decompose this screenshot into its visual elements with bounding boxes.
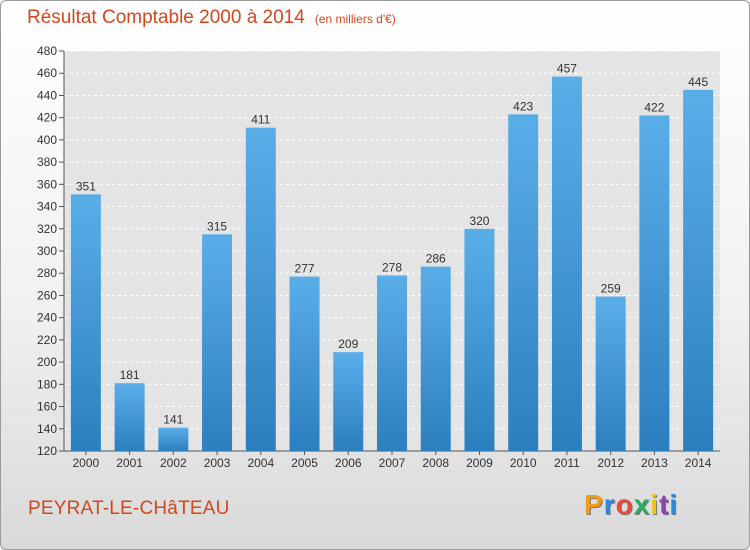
x-tick-label: 2008	[422, 456, 449, 470]
y-tick-label: 460	[37, 66, 57, 80]
y-tick-label: 160	[37, 400, 57, 414]
chart-subtitle: (en milliers d'€)	[314, 12, 396, 26]
data-label: 423	[513, 99, 533, 113]
y-tick-label: 260	[37, 288, 57, 302]
data-label: 422	[644, 100, 664, 114]
y-tick-label: 280	[37, 266, 57, 280]
bar	[595, 296, 626, 451]
logo-letter: i	[650, 489, 660, 520]
logo-letter: r	[603, 489, 616, 520]
y-tick-label: 180	[37, 377, 57, 391]
data-label: 351	[76, 179, 96, 193]
data-label: 259	[601, 282, 621, 296]
y-tick-label: 200	[37, 355, 57, 369]
y-tick-label: 400	[37, 133, 57, 147]
x-tick-label: 2012	[597, 456, 624, 470]
proxiti-logo: Proxiti	[584, 489, 678, 521]
x-tick-label: 2011	[554, 456, 580, 470]
bar	[508, 114, 539, 451]
x-tick-label: 2007	[379, 456, 406, 470]
bar	[245, 127, 276, 452]
data-label: 411	[251, 113, 270, 127]
x-tick-label: 2014	[685, 456, 712, 470]
x-tick-label: 2001	[116, 456, 143, 470]
logo-letter: i	[669, 489, 679, 520]
bar	[202, 234, 233, 451]
bar	[333, 352, 364, 451]
x-tick-label: 2005	[291, 456, 318, 470]
x-tick-label: 2006	[335, 456, 362, 470]
x-tick-label: 2000	[73, 456, 100, 470]
bar	[551, 76, 582, 452]
x-tick-label: 2003	[204, 456, 231, 470]
bar	[289, 276, 320, 451]
y-tick-label: 480	[37, 44, 57, 58]
bar	[639, 115, 670, 451]
x-tick-label: 2013	[641, 456, 668, 470]
place-name: PEYRAT-LE-CHâTEAU	[28, 498, 230, 519]
y-tick-label: 240	[37, 311, 57, 325]
bar	[158, 427, 189, 451]
bar	[70, 194, 101, 452]
logo-letter: x	[633, 489, 651, 520]
data-label: 286	[426, 252, 446, 266]
x-tick-label: 2010	[510, 456, 537, 470]
logo-letter: o	[615, 489, 634, 520]
data-label: 457	[557, 62, 577, 76]
bar	[683, 89, 714, 451]
logo-letter: t	[659, 489, 670, 520]
y-tick-label: 120	[37, 444, 57, 458]
data-label: 315	[207, 219, 227, 233]
bar	[420, 266, 451, 451]
data-label: 277	[295, 262, 315, 276]
y-tick-label: 140	[37, 422, 57, 436]
y-tick-label: 440	[37, 88, 57, 102]
title-block: Résultat Comptable 2000 à 2014 (en millie…	[27, 7, 396, 29]
data-label: 445	[688, 75, 708, 89]
y-tick-label: 220	[37, 333, 57, 347]
logo-letter: P	[584, 489, 604, 520]
data-label: 141	[163, 413, 183, 427]
data-label: 320	[469, 214, 489, 228]
data-label: 278	[382, 260, 402, 274]
y-tick-label: 380	[37, 155, 57, 169]
y-tick-label: 420	[37, 111, 57, 125]
x-tick-label: 2004	[247, 456, 274, 470]
y-tick-label: 320	[37, 222, 57, 236]
data-label: 181	[120, 368, 140, 382]
x-tick-label: 2002	[160, 456, 187, 470]
bar	[464, 228, 495, 451]
chart-title: Résultat Comptable 2000 à 2014	[27, 7, 305, 28]
y-tick-label: 340	[37, 200, 57, 214]
x-tick-label: 2009	[466, 456, 493, 470]
bar	[114, 383, 145, 451]
y-tick-label: 300	[37, 244, 57, 258]
bar	[377, 275, 407, 451]
data-label: 209	[338, 337, 358, 351]
y-tick-label: 360	[37, 177, 57, 191]
